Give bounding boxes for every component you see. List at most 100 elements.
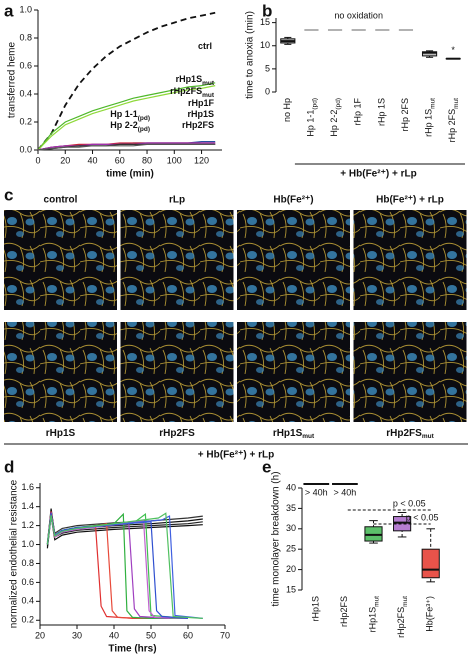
image-label: rLp bbox=[169, 195, 185, 206]
annotation: > 40h bbox=[334, 487, 357, 497]
y-tick-label: 0.8 bbox=[21, 558, 34, 568]
series-line bbox=[46, 512, 203, 619]
micrograph bbox=[353, 210, 467, 310]
x-tick-label: 30 bbox=[72, 630, 82, 640]
y-tick-label: 20 bbox=[286, 564, 296, 574]
y-tick-label: 0.0 bbox=[19, 144, 32, 154]
x-tick-label: 20 bbox=[35, 630, 45, 640]
x-tick-label: rHp1Smut bbox=[368, 596, 381, 633]
legend-label-main: ctrl bbox=[198, 41, 212, 51]
panel-letter: b bbox=[262, 1, 272, 20]
image-label: rHp2FS bbox=[159, 428, 195, 439]
x-tick-label-main: rHp1S bbox=[311, 596, 321, 622]
x-axis-label: Time (hrs) bbox=[108, 644, 156, 655]
x-tick-label: 120 bbox=[194, 155, 209, 165]
x-tick-label-main: rHp1S bbox=[368, 607, 378, 633]
x-tick-label-sub: (pd) bbox=[312, 98, 319, 110]
x-tick-label: 0 bbox=[35, 155, 40, 165]
panel-letter: e bbox=[262, 457, 271, 476]
panel-letter: d bbox=[4, 457, 14, 476]
legend-label-main: rHp1F bbox=[188, 98, 215, 108]
image-label: control bbox=[44, 195, 78, 206]
legend-label-sub: mut bbox=[202, 92, 215, 99]
marker: * bbox=[451, 45, 455, 55]
series-line bbox=[37, 82, 216, 151]
y-tick-label: 1.4 bbox=[21, 501, 34, 511]
legend-label-sub: mut bbox=[202, 80, 215, 87]
image-label: rHp2FSmut bbox=[386, 428, 434, 441]
x-tick-label: 80 bbox=[142, 155, 152, 165]
x-tick-label-main: rHp2FS bbox=[396, 607, 406, 638]
y-tick-label: 0.6 bbox=[21, 577, 34, 587]
annotation: p < 0.05 bbox=[393, 498, 426, 508]
legend-label-main: rHp2FS bbox=[182, 120, 214, 130]
image-label-main: rHp2FS bbox=[159, 428, 195, 439]
x-tick-label: 40 bbox=[88, 155, 98, 165]
annotation: p < 0.05 bbox=[406, 512, 439, 522]
x-tick-label: 60 bbox=[115, 155, 125, 165]
legend-label: rHp2FS bbox=[182, 120, 214, 130]
x-tick-label: rHp 1S bbox=[377, 98, 387, 126]
legend-label: rHp2FSmut bbox=[170, 86, 215, 99]
series-line bbox=[37, 85, 216, 151]
legend-label-main: Hp 2-2 bbox=[110, 120, 138, 130]
legend-label-main: rHp1S bbox=[176, 74, 203, 84]
y-tick-label: 0.4 bbox=[19, 88, 32, 98]
x-tick-label: 50 bbox=[146, 630, 156, 640]
y-axis-label: time monolayer breakdown (h) bbox=[271, 471, 282, 606]
micrograph bbox=[4, 322, 117, 422]
y-tick-label: 15 bbox=[260, 17, 270, 27]
y-tick-label: 1.0 bbox=[21, 539, 34, 549]
legend-label-sub: (pd) bbox=[138, 126, 150, 133]
micrograph bbox=[237, 210, 350, 310]
series-line bbox=[37, 11, 216, 151]
image-label-sub: mut bbox=[302, 433, 315, 440]
legend-label-main: Hp 1-1 bbox=[110, 109, 138, 119]
legend-label-main: rHp1S bbox=[187, 109, 214, 119]
x-tick-label-main: rHp 1F bbox=[353, 98, 363, 126]
y-axis-label: transferred heme bbox=[7, 41, 18, 118]
x-tick-label-main: rHp 1S bbox=[424, 109, 434, 137]
x-tick-label: 100 bbox=[167, 155, 182, 165]
y-tick-label: 1.6 bbox=[21, 482, 34, 492]
panel-letter: c bbox=[4, 185, 13, 204]
y-tick-label: 0 bbox=[265, 86, 270, 96]
y-tick-label: 0.2 bbox=[19, 116, 32, 126]
micrograph bbox=[353, 322, 467, 422]
x-tick-label: 20 bbox=[60, 155, 70, 165]
y-tick-label: 10 bbox=[260, 40, 270, 50]
image-label: Hb(Fe²⁺) + rLp bbox=[376, 195, 444, 206]
x-tick-label-sub: mut bbox=[374, 596, 381, 607]
y-tick-label: 1.2 bbox=[21, 520, 34, 530]
y-tick-label: 5 bbox=[265, 63, 270, 73]
y-tick-label: 0.6 bbox=[19, 60, 32, 70]
x-tick-label: rHp 2FS bbox=[400, 98, 410, 132]
x-tick-label-main: rHp 1S bbox=[377, 98, 387, 126]
x-tick-label: rHp 1Smut bbox=[424, 98, 437, 137]
image-label-sub: mut bbox=[422, 433, 435, 440]
y-tick-label: 15 bbox=[286, 584, 296, 594]
image-label: rHp1Smut bbox=[273, 428, 315, 441]
y-axis-label: time to anoxia (min) bbox=[245, 11, 256, 99]
x-tick-label-sub: (pd) bbox=[335, 98, 342, 110]
x-tick-label-main: Hb(Fe³⁺) bbox=[425, 596, 435, 632]
y-tick-label: 30 bbox=[286, 523, 296, 533]
series-line bbox=[37, 143, 216, 151]
y-tick-label: 35 bbox=[286, 503, 296, 513]
x-tick-label: 60 bbox=[183, 630, 193, 640]
x-tick-label-main: Hp 1-1 bbox=[306, 110, 316, 137]
y-tick-label: 0.4 bbox=[21, 596, 34, 606]
y-tick-label: 0.8 bbox=[19, 32, 32, 42]
legend-label: Hp 2-2(pd) bbox=[110, 120, 150, 133]
x-tick-label-main: rHp 2FS bbox=[400, 98, 410, 132]
x-tick-label-sub: mut bbox=[430, 98, 437, 109]
x-tick-label-main: Hp 2-2 bbox=[329, 110, 339, 137]
micrograph bbox=[237, 322, 350, 422]
x-axis-label: time (min) bbox=[106, 169, 154, 180]
legend-label: rHp1Smut bbox=[176, 74, 215, 87]
group-label: + Hb(Fe²⁺) + rLp bbox=[340, 169, 416, 180]
legend-label: rHp1F bbox=[188, 98, 215, 108]
x-tick-label: rHp 2FSmut bbox=[448, 98, 461, 143]
x-tick-label-sub: mut bbox=[402, 596, 409, 607]
